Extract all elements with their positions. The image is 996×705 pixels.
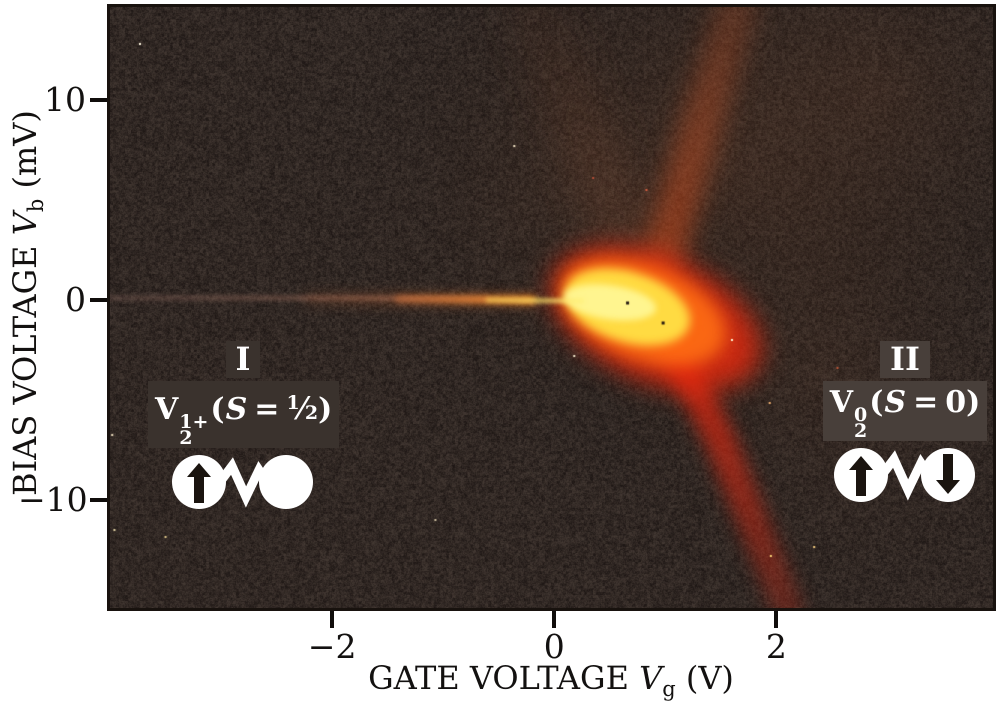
- heatmap-canvas: [110, 7, 993, 608]
- region-2-state-label: V 0 2 (S = 0): [822, 381, 988, 442]
- state-symbol: V: [829, 385, 853, 420]
- x-tick-mark: [774, 611, 779, 628]
- x-axis-label: GATE VOLTAGE Vg (V): [251, 659, 851, 701]
- y-tick-mark: [90, 498, 107, 502]
- spin-site-right-filled-circle: [259, 455, 313, 509]
- spin-pair-diagram-1: [172, 455, 313, 509]
- fraction-numerator: 1: [286, 392, 300, 414]
- spin-pair-diagram-2: [834, 448, 975, 502]
- region-1-numeral: I: [225, 341, 261, 378]
- region-2-spin-diagram: [810, 444, 996, 510]
- x-tick-label: −2: [307, 627, 357, 666]
- spin-value: 0: [945, 385, 967, 420]
- equals-sign: =: [913, 385, 939, 420]
- paren-close: ): [966, 385, 981, 420]
- paren-open: (: [210, 392, 225, 427]
- x-tick-mark: [552, 611, 557, 628]
- state-symbol: V: [155, 392, 179, 427]
- x-axis-unit: (V): [675, 659, 734, 697]
- state-superscript: 1+: [179, 411, 209, 433]
- x-axis-variable-subscript: g: [662, 677, 676, 701]
- spin-variable: S: [884, 385, 907, 420]
- y-tick-mark: [90, 298, 107, 302]
- state-sub-sup: 1+ 2: [179, 411, 209, 449]
- y-axis-label-text: BIAS VOLTAGE: [6, 235, 44, 496]
- paren-close: ): [318, 392, 333, 427]
- y-axis-label: BIAS VOLTAGE Vb (mV): [6, 110, 48, 496]
- annotation-region-1: I V 1+ 2 (S = 1⁄2): [148, 341, 340, 517]
- y-axis-variable-subscript: b: [24, 198, 48, 213]
- region-1-spin-diagram: [148, 451, 338, 517]
- spin-variable: S: [225, 392, 248, 427]
- y-axis-unit: (mV): [6, 110, 44, 199]
- state-subscript: 2: [853, 420, 868, 442]
- x-tick-mark: [330, 611, 335, 628]
- state-subscript: 2: [179, 427, 193, 449]
- y-tick-label: 0: [65, 280, 86, 319]
- paren-open: (: [869, 385, 884, 420]
- plot-frame: [107, 4, 996, 611]
- y-tick-mark: [90, 98, 107, 102]
- fraction-slash: ⁄: [299, 391, 305, 427]
- state-superscript: 0: [853, 404, 868, 426]
- fraction-denominator: 2: [304, 402, 319, 424]
- y-tick-label: 10: [44, 80, 86, 119]
- annotation-region-2: II V 0 2 (S = 0): [810, 341, 996, 510]
- y-tick-label: −10: [18, 480, 88, 519]
- x-axis-variable: V: [639, 659, 663, 697]
- region-2-numeral: II: [880, 341, 930, 378]
- equals-sign: =: [254, 392, 280, 427]
- y-axis-variable: V: [6, 212, 44, 236]
- region-1-state-label: V 1+ 2 (S = 1⁄2): [148, 381, 340, 449]
- x-tick-label: 0: [543, 627, 565, 666]
- x-tick-label: 2: [765, 627, 787, 666]
- x-axis-label-text: GATE VOLTAGE: [368, 659, 640, 697]
